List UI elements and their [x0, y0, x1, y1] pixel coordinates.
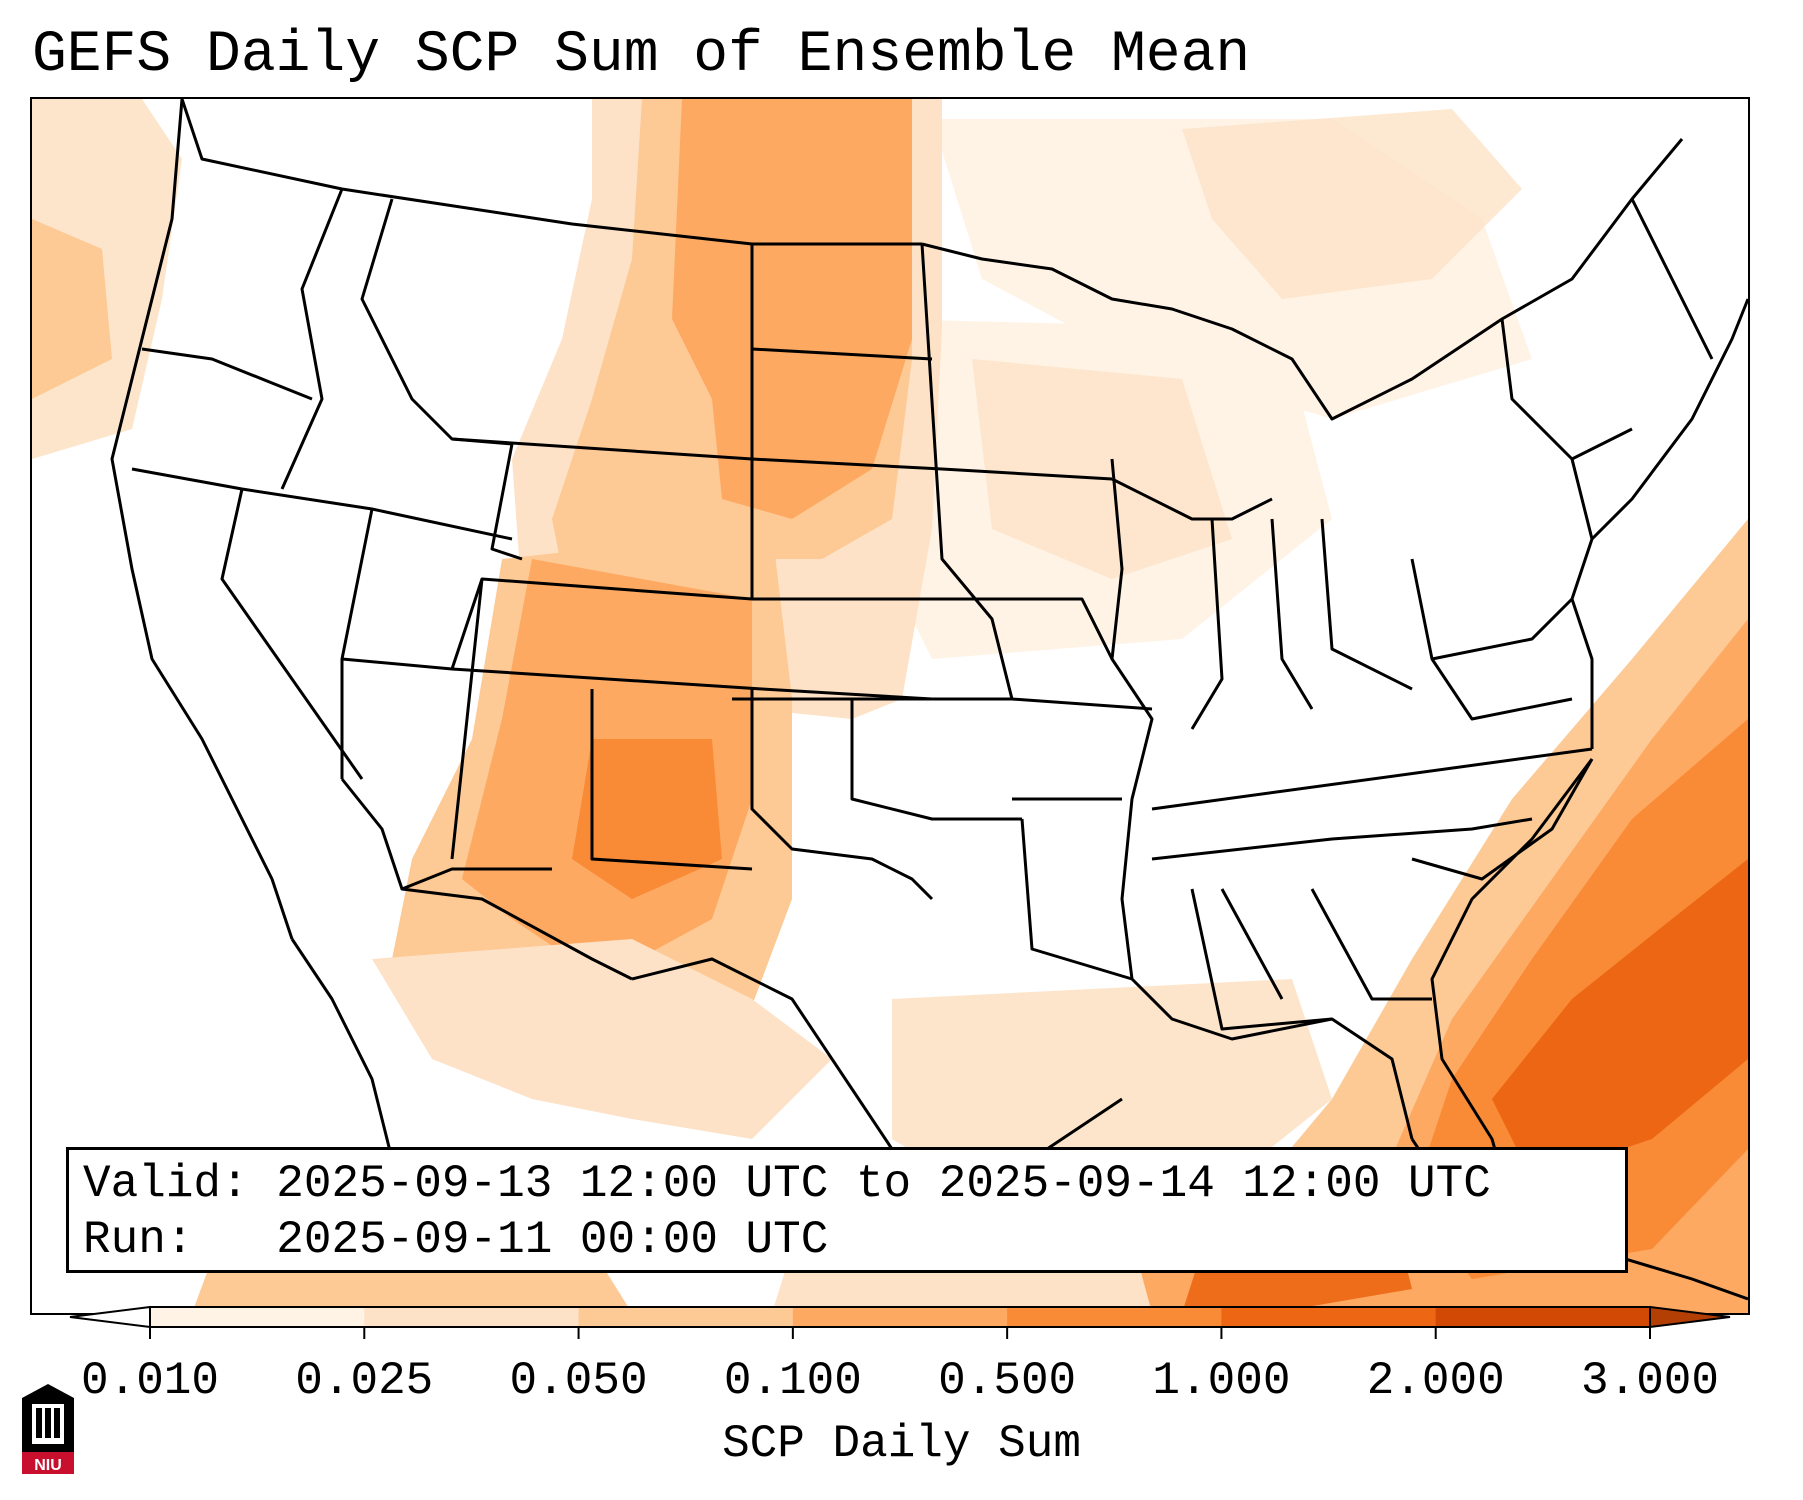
run-label: Run: [83, 1214, 194, 1266]
colorbar-tick-label: 0.025 [295, 1355, 434, 1407]
valid-label: Valid: [83, 1158, 249, 1210]
colorbar-segment [364, 1307, 580, 1327]
colorbar-segment [1007, 1307, 1222, 1327]
colorbar-under-arrow [69, 1305, 151, 1329]
colorbar-ticks [149, 1327, 1651, 1339]
colorbar-label: SCP Daily Sum [722, 1418, 1081, 1470]
run-row: Run: 2025-09-11 00:00 UTC [83, 1212, 1611, 1268]
valid-value: 2025-09-13 12:00 UTC to 2025-09-14 12:00… [276, 1158, 1491, 1210]
map-frame [30, 97, 1750, 1315]
niu-logo-text: NIU [34, 1457, 62, 1474]
colorbar-outline [149, 1306, 1651, 1328]
colorbar-tick-label: 0.100 [723, 1355, 862, 1407]
colorbar-segments [69, 1305, 1731, 1329]
valid-row: Valid: 2025-09-13 12:00 UTC to 2025-09-1… [83, 1156, 1611, 1212]
colorbar-tick-label: 2.000 [1366, 1355, 1505, 1407]
niu-logo: NIU [22, 1384, 74, 1474]
map-canvas [32, 99, 1748, 1313]
colorbar-segment [1221, 1307, 1437, 1327]
colorbar [69, 1305, 1731, 1339]
colorbar-segment [578, 1307, 794, 1327]
page-title: GEFS Daily SCP Sum of Ensemble Mean [32, 23, 1251, 88]
info-box: Valid: 2025-09-13 12:00 UTC to 2025-09-1… [66, 1147, 1628, 1273]
colorbar-segment [792, 1307, 1008, 1327]
colorbar-tick-label: 1.000 [1152, 1355, 1291, 1407]
colorbar-over-arrow [1649, 1305, 1731, 1329]
colorbar-tick-label: 0.010 [80, 1355, 220, 1407]
colorbar-segment [1435, 1307, 1651, 1327]
colorbar-tick-label: 3.000 [1580, 1355, 1720, 1407]
colorbar-tick-label: 0.500 [938, 1355, 1077, 1407]
scp-field [32, 99, 1748, 1313]
colorbar-segment [150, 1307, 365, 1327]
run-value: 2025-09-11 00:00 UTC [276, 1214, 829, 1266]
colorbar-tick-label: 0.050 [509, 1355, 648, 1407]
